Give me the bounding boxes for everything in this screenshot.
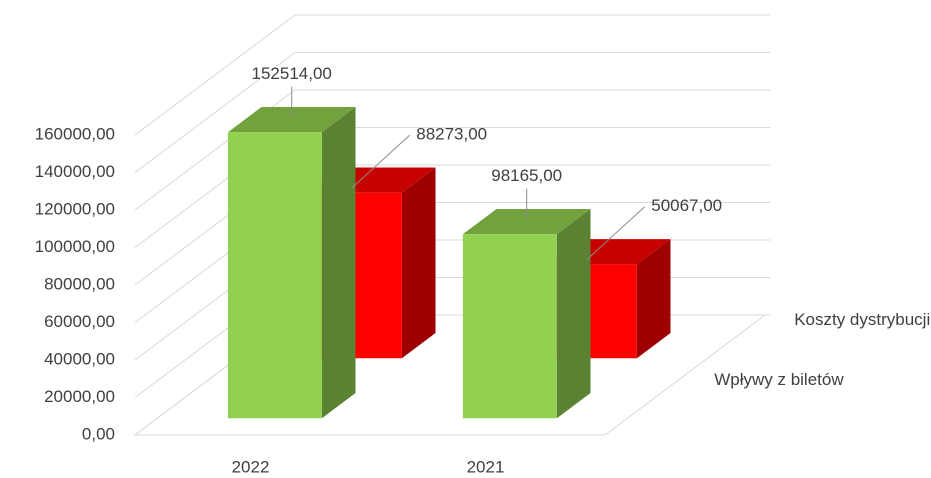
y-tick-label: 160000,00 [35, 124, 115, 143]
bar-side [401, 167, 436, 359]
x-tick-label: 2021 [467, 457, 505, 476]
y-tick-label: 40000,00 [44, 349, 115, 368]
data-label: 50067,00 [651, 196, 722, 215]
y-tick-label: 60000,00 [44, 312, 115, 331]
bar [462, 208, 591, 419]
y-tick-label: 20000,00 [44, 387, 115, 406]
grid-line [134, 52, 770, 173]
leader-line [351, 134, 411, 189]
data-label: 152514,00 [252, 64, 332, 83]
bar-front [462, 234, 557, 419]
bar-front [227, 132, 322, 419]
series-label: Koszty dystrybucji [794, 310, 930, 329]
y-tick-label: 120000,00 [35, 199, 115, 218]
bar-side [556, 208, 591, 419]
series-label: Wpływy z biletów [714, 370, 844, 389]
bar-top [227, 107, 356, 133]
x-tick-label: 2022 [232, 457, 270, 476]
leader-line [586, 206, 646, 261]
y-tick-label: 100000,00 [35, 237, 115, 256]
grid-line [134, 89, 770, 211]
data-label: 88273,00 [416, 125, 487, 144]
grid-line [134, 14, 770, 136]
bar [227, 107, 356, 419]
y-tick-label: 140000,00 [35, 162, 115, 181]
y-tick-label: 80000,00 [44, 274, 115, 293]
data-label: 98165,00 [491, 166, 562, 185]
bar-side [321, 107, 356, 419]
y-tick-label: 0,00 [82, 424, 115, 443]
bar-side [636, 239, 671, 359]
bar-top [462, 208, 591, 235]
